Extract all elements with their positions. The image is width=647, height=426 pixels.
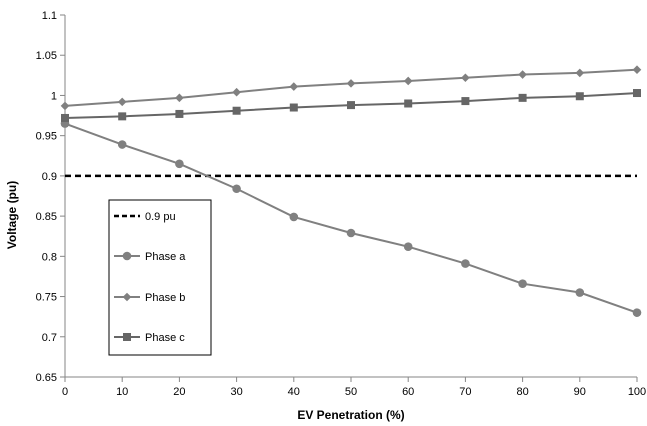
plot-area: 0.65 0.7 0.75 0.8 0.85 0.9 0.95 1 1.05 1.1 0 10 20 30… (36, 10, 647, 398)
y-tick-label: 1.05 (36, 50, 57, 62)
data-point-phase-a (403, 242, 413, 251)
x-tick-label: 0 (62, 386, 68, 398)
data-point-phase-b (117, 97, 127, 107)
data-point-phase-c (61, 113, 69, 122)
data-point-phase-b (175, 93, 184, 103)
legend: 0.9 pu Phase a Phase b Phase c (108, 199, 212, 356)
y-tick-label: 0.9 (42, 171, 57, 183)
legend-marker-phase-b (122, 292, 132, 302)
legend-label-phase-a: Phase a (145, 251, 186, 263)
y-axis-title: Voltage (pu) (5, 181, 19, 249)
data-point-phase-a (518, 279, 527, 288)
y-tick-label: 0.75 (36, 292, 57, 304)
y-tick-label: 0.95 (36, 131, 57, 143)
y-tick-label: 0.8 (42, 251, 57, 263)
data-point-phase-b (232, 87, 241, 97)
data-point-phase-a (117, 140, 127, 149)
y-tick-label: 0.65 (36, 372, 57, 384)
legend-label-0-9-pu: 0.9 pu (145, 211, 176, 223)
x-tick-label: 20 (173, 386, 185, 398)
legend-marker-phase-a (122, 251, 132, 261)
data-point-phase-b (289, 82, 299, 91)
data-point-phase-a (461, 259, 470, 268)
x-tick-label: 90 (574, 386, 586, 398)
data-point-phase-c (232, 106, 241, 115)
y-tick-label: 0.85 (36, 211, 57, 223)
data-point-phase-b (632, 65, 642, 75)
data-point-phase-c (461, 97, 470, 106)
data-point-phase-b (461, 73, 470, 83)
legend-marker-phase-c (123, 333, 131, 341)
data-point-phase-a (175, 159, 184, 169)
legend-label-phase-c: Phase c (145, 332, 185, 344)
data-point-phase-b (346, 79, 356, 88)
x-tick-label: 100 (628, 386, 646, 398)
series-line-phase-b (64, 68, 638, 107)
x-tick-label: 40 (288, 386, 300, 398)
data-point-phase-c (404, 99, 413, 108)
legend-box (108, 199, 212, 356)
data-point-phase-a (575, 288, 585, 297)
data-point-phase-c (347, 101, 355, 110)
data-point-phase-b (518, 70, 527, 79)
data-point-phase-c (518, 93, 527, 102)
y-tick-label: 1 (51, 90, 57, 102)
data-point-phase-b (60, 101, 70, 111)
x-tick-label: 60 (402, 386, 414, 398)
data-point-phase-c (289, 103, 298, 112)
data-point-phase-c (118, 112, 127, 121)
x-tick-label: 70 (459, 386, 471, 398)
data-point-phase-b (403, 76, 413, 86)
x-tick-label: 50 (345, 386, 357, 398)
data-point-phase-a (289, 212, 299, 222)
data-point-phase-c (575, 92, 584, 101)
data-point-phase-b (575, 68, 585, 78)
x-tick-label: 30 (230, 386, 242, 398)
x-tick-label: 10 (116, 386, 128, 398)
x-axis-title: EV Penetration (%) (297, 408, 404, 422)
legend-label-phase-b: Phase b (145, 292, 185, 304)
x-tick-label: 80 (516, 386, 528, 398)
data-point-phase-a (232, 184, 241, 194)
data-point-phase-c (175, 109, 184, 118)
data-point-phase-a (346, 228, 356, 238)
data-point-phase-a (632, 308, 642, 317)
y-tick-label: 0.7 (42, 332, 57, 344)
data-point-phase-c (633, 89, 641, 98)
y-tick-label: 1.1 (42, 10, 57, 22)
